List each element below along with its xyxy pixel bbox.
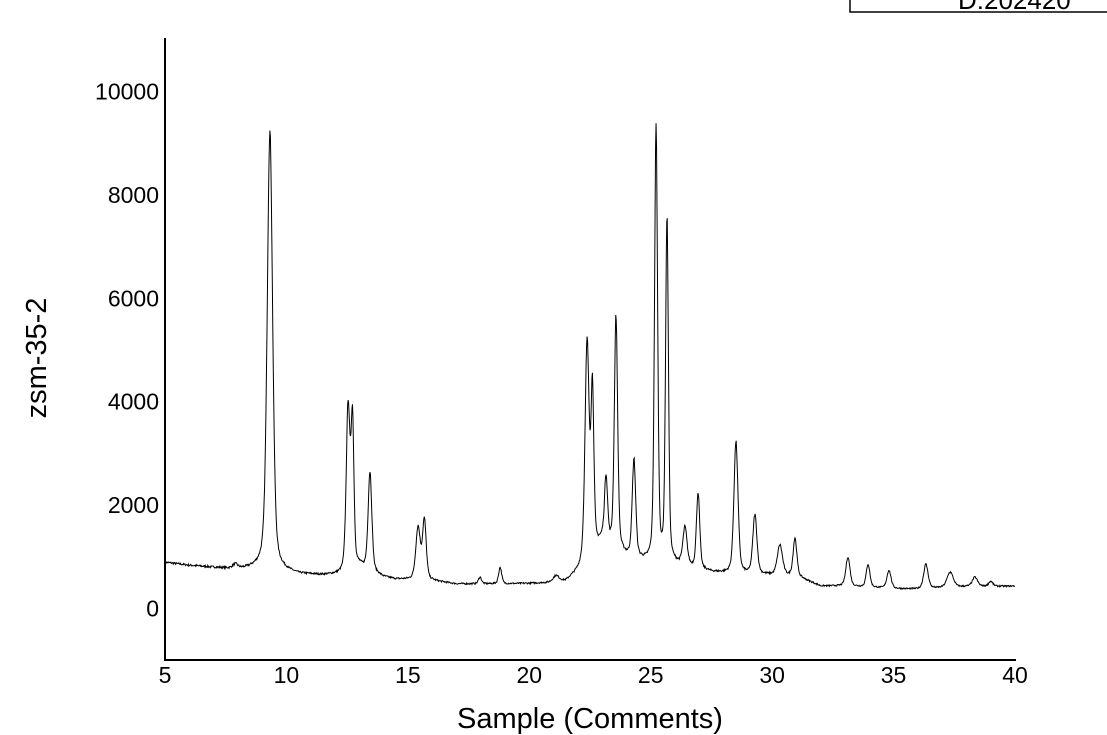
y-tick-label: 6000 xyxy=(108,285,159,311)
y-tick-label: 4000 xyxy=(108,389,159,415)
data-series-line xyxy=(164,123,1016,591)
y-tick-label: 10000 xyxy=(95,79,159,105)
header-box-text: D:202420 xyxy=(958,0,1071,15)
y-axis-label: zsm-35-2 xyxy=(21,298,53,419)
x-tick-label: 15 xyxy=(395,662,421,688)
x-tick-label: 30 xyxy=(759,662,785,688)
x-tick-label: 35 xyxy=(881,662,907,688)
y-tick-label: 0 xyxy=(146,595,159,621)
y-tick-label: 8000 xyxy=(108,182,159,208)
x-tick-label: 5 xyxy=(159,662,172,688)
y-tick-labels: 0 2000 4000 6000 8000 10000 xyxy=(95,79,159,622)
header-box xyxy=(849,0,1107,13)
x-tick-label: 25 xyxy=(638,662,664,688)
x-tick-label: 20 xyxy=(516,662,542,688)
x-tick-label: 40 xyxy=(1002,662,1028,688)
x-axis-label: Sample (Comments) xyxy=(457,703,723,735)
x-tick-labels: 5 10 15 20 25 30 35 40 xyxy=(159,662,1028,688)
x-tick-label: 10 xyxy=(274,662,300,688)
y-tick-label: 2000 xyxy=(108,492,159,518)
